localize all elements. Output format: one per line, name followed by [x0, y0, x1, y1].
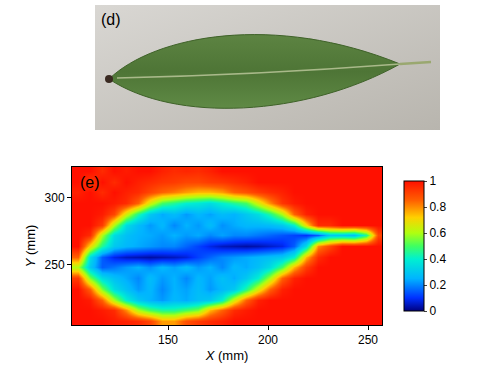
- svg-text:(d): (d): [101, 11, 121, 28]
- svg-text:X (mm): X (mm): [205, 348, 249, 363]
- svg-text:0: 0: [429, 304, 436, 318]
- svg-text:0.8: 0.8: [429, 200, 446, 214]
- svg-text:250: 250: [358, 333, 378, 347]
- svg-text:0.6: 0.6: [429, 226, 446, 240]
- svg-text:250: 250: [45, 258, 65, 272]
- svg-text:200: 200: [258, 333, 278, 347]
- svg-text:150: 150: [158, 333, 178, 347]
- svg-text:300: 300: [45, 191, 65, 205]
- svg-text:1: 1: [429, 174, 436, 188]
- svg-text:0.4: 0.4: [429, 252, 446, 266]
- svg-text:0.2: 0.2: [429, 278, 446, 292]
- svg-text:Y (mm): Y (mm): [23, 225, 38, 268]
- svg-text:(e): (e): [80, 174, 100, 191]
